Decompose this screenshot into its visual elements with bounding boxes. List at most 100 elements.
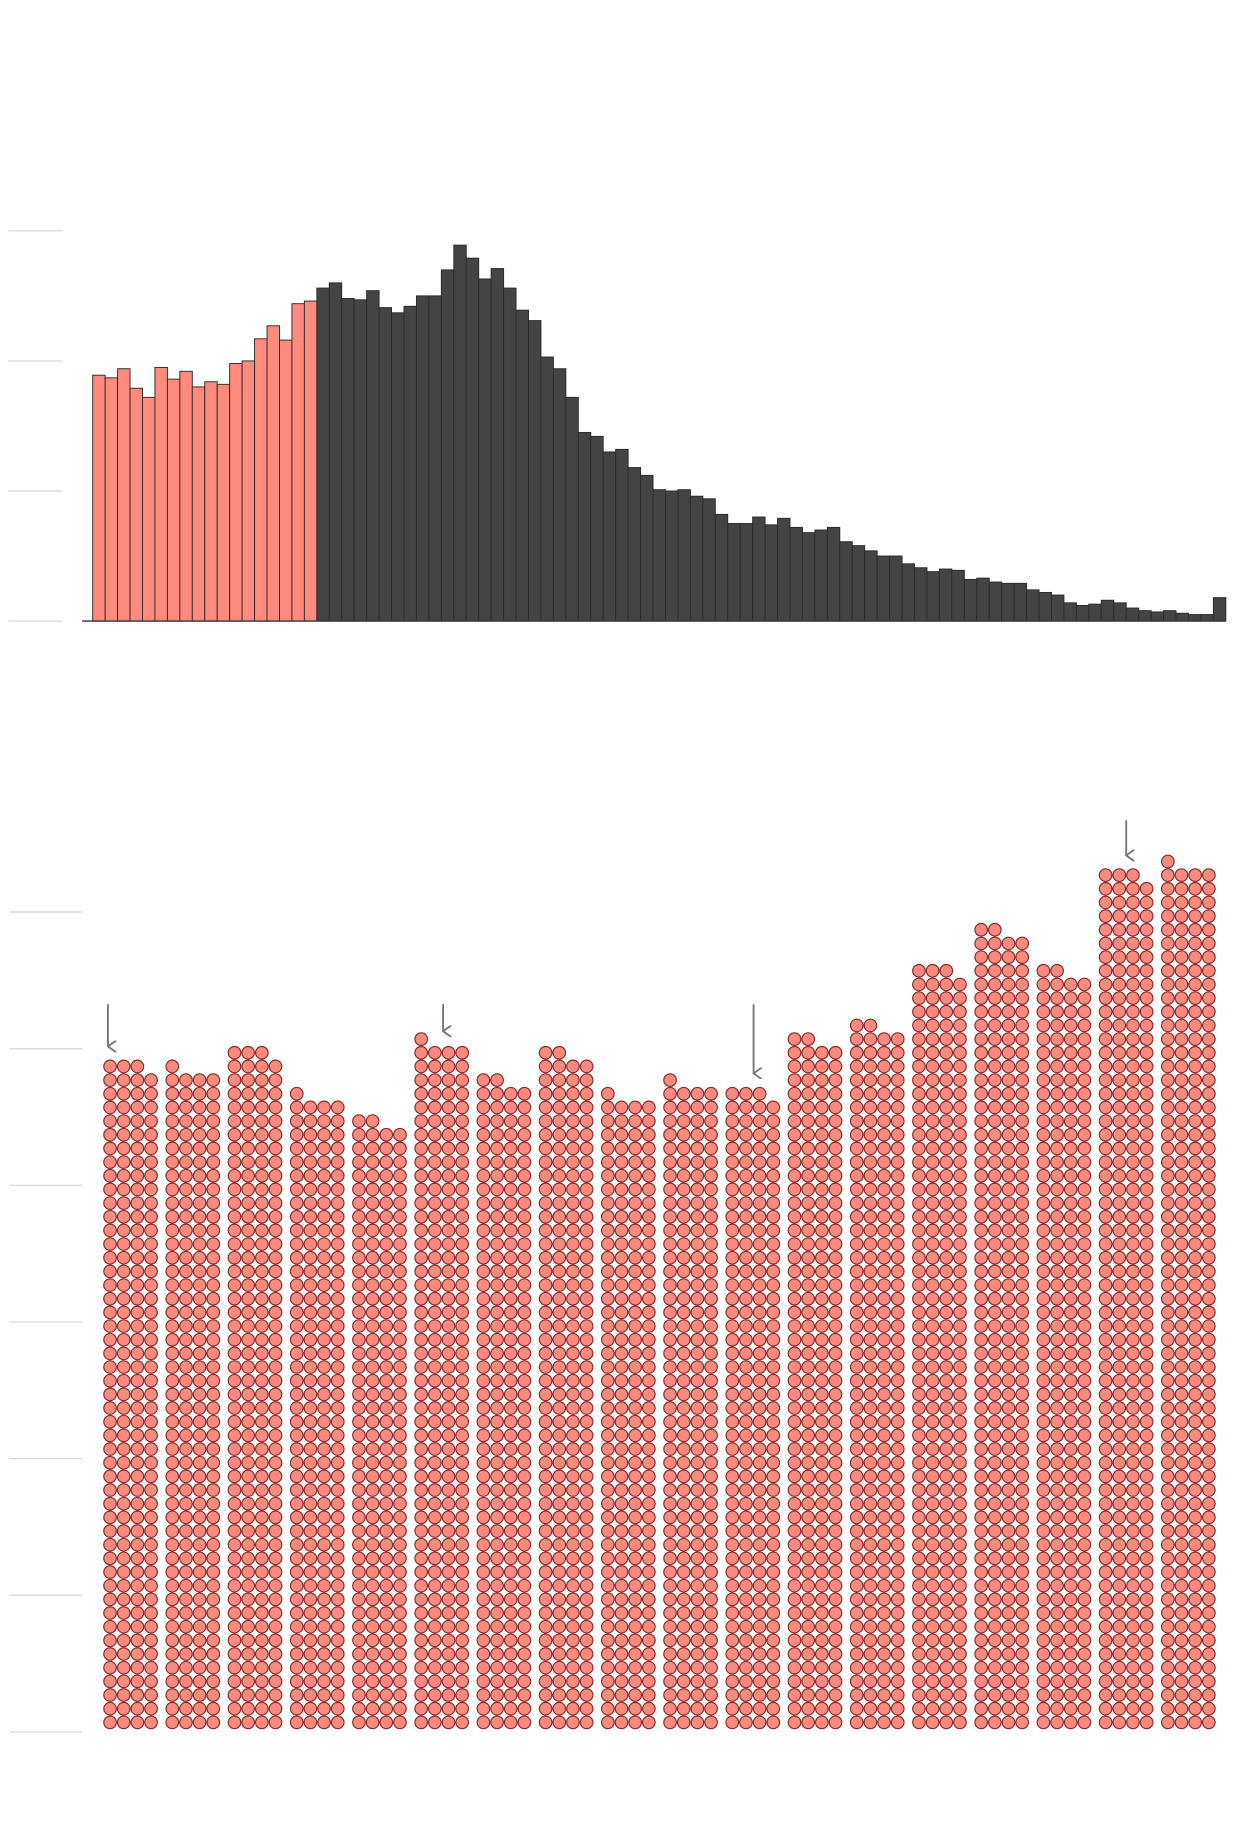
dot [165, 1237, 180, 1251]
dot [227, 1565, 242, 1579]
dot [890, 1633, 905, 1648]
dot [1077, 1004, 1092, 1019]
dot [641, 1455, 656, 1470]
dot [987, 950, 1002, 964]
dot [890, 1168, 905, 1183]
dot [1160, 1305, 1175, 1320]
dot [206, 1428, 221, 1443]
dot [849, 1045, 864, 1060]
dot [828, 1510, 843, 1525]
dot [690, 1086, 705, 1101]
dot [130, 1701, 145, 1716]
dot [1036, 1483, 1051, 1497]
dot [987, 1250, 1002, 1265]
dot [1160, 895, 1175, 910]
dot [241, 1073, 256, 1087]
dot [1050, 1633, 1064, 1648]
dot [365, 1223, 380, 1238]
dot [566, 1278, 580, 1292]
dot [890, 1086, 905, 1101]
dot [1139, 1578, 1154, 1593]
dot [365, 1688, 380, 1702]
dot [1160, 1537, 1175, 1552]
dot [628, 1647, 643, 1661]
dot [490, 1223, 504, 1238]
dot [1160, 1319, 1175, 1333]
dot [268, 1647, 283, 1661]
dot [227, 1346, 242, 1361]
dot [1126, 1701, 1140, 1716]
dot [1112, 1524, 1127, 1538]
dot [739, 1701, 753, 1716]
dot [179, 1578, 193, 1593]
dot [925, 1250, 940, 1265]
dot [828, 1250, 843, 1265]
dot [1201, 936, 1216, 951]
dot [330, 1606, 345, 1620]
dot [241, 1619, 256, 1634]
dot [939, 1660, 954, 1675]
dot [144, 1537, 158, 1552]
dot [130, 1114, 145, 1128]
dot [441, 1442, 456, 1456]
dot [787, 1196, 802, 1210]
dot [103, 1483, 117, 1497]
dot [890, 1305, 905, 1320]
dot [538, 1086, 553, 1101]
dot [566, 1551, 580, 1566]
dot [227, 1360, 242, 1374]
dot [441, 1209, 456, 1224]
dot [877, 1073, 891, 1087]
dot [912, 1182, 926, 1197]
dot [1050, 1510, 1064, 1525]
dot [1126, 1647, 1140, 1661]
dot [953, 1168, 967, 1183]
dot [1126, 1578, 1140, 1593]
dot [317, 1510, 331, 1525]
dot [987, 1442, 1002, 1456]
dot [987, 1715, 1002, 1730]
dot [1015, 1578, 1030, 1593]
dot [1174, 1196, 1189, 1210]
dot [179, 1414, 193, 1429]
dot [814, 1319, 829, 1333]
dot [192, 1483, 207, 1497]
dot [1098, 1319, 1113, 1333]
dot [379, 1442, 394, 1456]
dot [1077, 1305, 1092, 1320]
dot [579, 1114, 594, 1128]
dot [1174, 950, 1189, 964]
dot [676, 1633, 691, 1648]
dot [1063, 1496, 1078, 1511]
dot [1036, 1045, 1051, 1060]
dot [1036, 1127, 1051, 1142]
bar [142, 396, 156, 622]
dot [925, 1483, 940, 1497]
dot [1050, 977, 1064, 992]
dot [1139, 922, 1154, 937]
dot [953, 1073, 967, 1087]
dot [676, 1250, 691, 1265]
dot [628, 1578, 643, 1593]
dot [987, 1264, 1002, 1279]
dot [103, 1387, 117, 1402]
dot [912, 1496, 926, 1511]
dot [116, 1223, 131, 1238]
dot [441, 1565, 456, 1579]
dot [1201, 1141, 1216, 1156]
dot [1112, 950, 1127, 964]
dot [828, 1086, 843, 1101]
dot [503, 1537, 518, 1552]
dot [503, 1332, 518, 1347]
dot [877, 1264, 891, 1279]
dot [517, 1455, 532, 1470]
dot [890, 1209, 905, 1224]
dot [1098, 1305, 1113, 1320]
bar [552, 368, 567, 622]
dot [130, 1606, 145, 1620]
dot [476, 1414, 491, 1429]
dot [192, 1223, 207, 1238]
dot [455, 1442, 470, 1456]
dot [739, 1319, 753, 1333]
dot [268, 1414, 283, 1429]
